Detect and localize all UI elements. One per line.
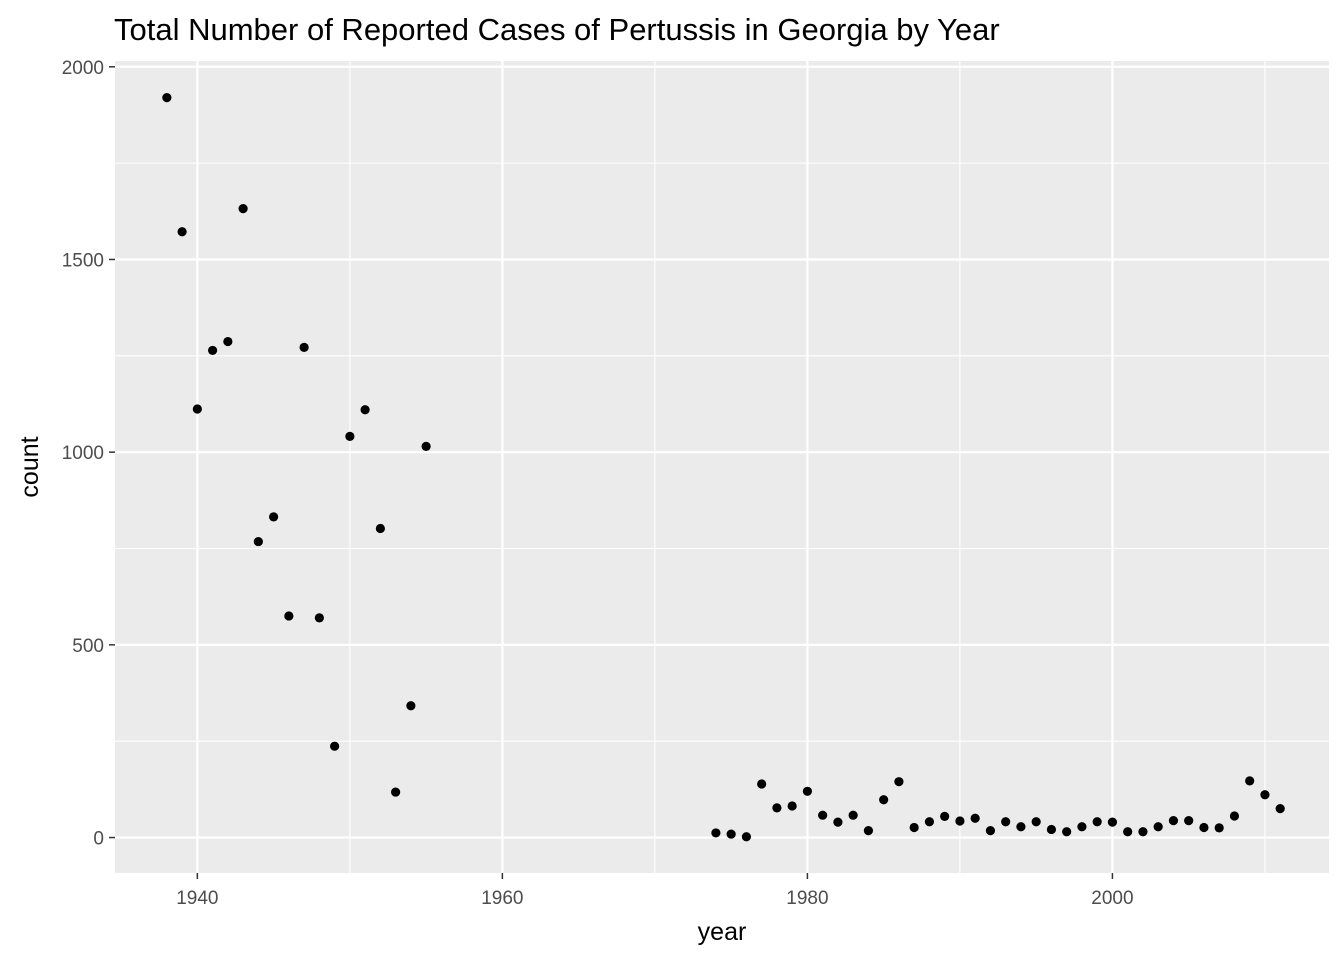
data-point bbox=[299, 342, 309, 352]
chart-title: Total Number of Reported Cases of Pertus… bbox=[114, 12, 1000, 47]
data-point bbox=[1001, 817, 1011, 827]
data-point bbox=[253, 536, 263, 547]
x-tick-label: 1980 bbox=[786, 888, 828, 909]
data-point bbox=[208, 345, 218, 356]
data-point bbox=[1031, 817, 1041, 827]
data-point bbox=[741, 832, 752, 842]
data-point bbox=[375, 523, 385, 534]
data-point bbox=[1046, 824, 1057, 835]
data-point bbox=[955, 816, 965, 826]
data-point bbox=[726, 829, 736, 839]
x-axis: 1940 1960 1980 2000 bbox=[176, 873, 1134, 909]
x-tick-label: 1940 bbox=[176, 888, 218, 909]
y-tick-label: 1000 bbox=[62, 443, 104, 464]
data-point bbox=[924, 817, 935, 827]
data-point bbox=[223, 336, 233, 347]
plot-panel bbox=[115, 61, 1329, 873]
data-point bbox=[818, 810, 828, 820]
data-point bbox=[360, 405, 370, 415]
data-point bbox=[391, 787, 401, 797]
data-point bbox=[985, 826, 996, 836]
data-point bbox=[863, 826, 874, 836]
data-point bbox=[772, 803, 782, 813]
y-tick-label: 1500 bbox=[62, 250, 104, 271]
data-points bbox=[162, 93, 1285, 842]
data-point bbox=[1229, 811, 1240, 821]
x-tick-label: 2000 bbox=[1091, 888, 1133, 909]
data-point bbox=[970, 813, 980, 823]
data-point bbox=[787, 801, 797, 811]
data-point bbox=[833, 817, 843, 827]
data-point bbox=[192, 404, 202, 414]
data-point bbox=[1260, 790, 1270, 800]
x-axis-title: year bbox=[698, 918, 747, 946]
data-point bbox=[1077, 822, 1087, 832]
data-point bbox=[1153, 822, 1163, 832]
y-axis: 0 500 1000 1500 2000 bbox=[62, 58, 115, 850]
data-point bbox=[314, 613, 324, 623]
data-point bbox=[757, 779, 767, 789]
data-point bbox=[1245, 776, 1255, 786]
data-point bbox=[1138, 827, 1148, 837]
data-point bbox=[894, 777, 904, 787]
data-point bbox=[1184, 815, 1194, 826]
data-point bbox=[1123, 827, 1133, 837]
data-point bbox=[802, 786, 813, 796]
y-tick-label: 2000 bbox=[62, 58, 104, 79]
data-point bbox=[330, 741, 340, 751]
y-axis-title: count bbox=[16, 436, 44, 497]
data-point bbox=[269, 512, 279, 522]
data-point bbox=[162, 93, 172, 103]
data-point bbox=[177, 227, 187, 237]
data-point bbox=[1016, 822, 1026, 832]
major-gridlines bbox=[115, 61, 1329, 873]
data-point bbox=[1199, 822, 1209, 833]
data-point bbox=[848, 810, 858, 820]
data-point bbox=[879, 795, 889, 805]
data-point bbox=[940, 811, 950, 821]
data-point bbox=[284, 611, 294, 621]
data-point bbox=[1214, 823, 1224, 833]
data-point bbox=[421, 441, 431, 451]
data-point bbox=[1275, 804, 1285, 814]
data-point bbox=[909, 822, 919, 833]
x-tick-label: 1960 bbox=[481, 888, 523, 909]
data-point bbox=[1062, 827, 1072, 837]
minor-gridlines bbox=[115, 61, 1329, 873]
data-point bbox=[711, 828, 721, 838]
data-point bbox=[1092, 817, 1102, 827]
data-point bbox=[238, 204, 248, 214]
data-point bbox=[406, 701, 416, 711]
data-point bbox=[345, 431, 355, 441]
data-point bbox=[1168, 815, 1179, 826]
y-tick-label: 0 bbox=[93, 829, 104, 850]
y-tick-label: 500 bbox=[72, 636, 104, 657]
data-point bbox=[1107, 817, 1118, 827]
